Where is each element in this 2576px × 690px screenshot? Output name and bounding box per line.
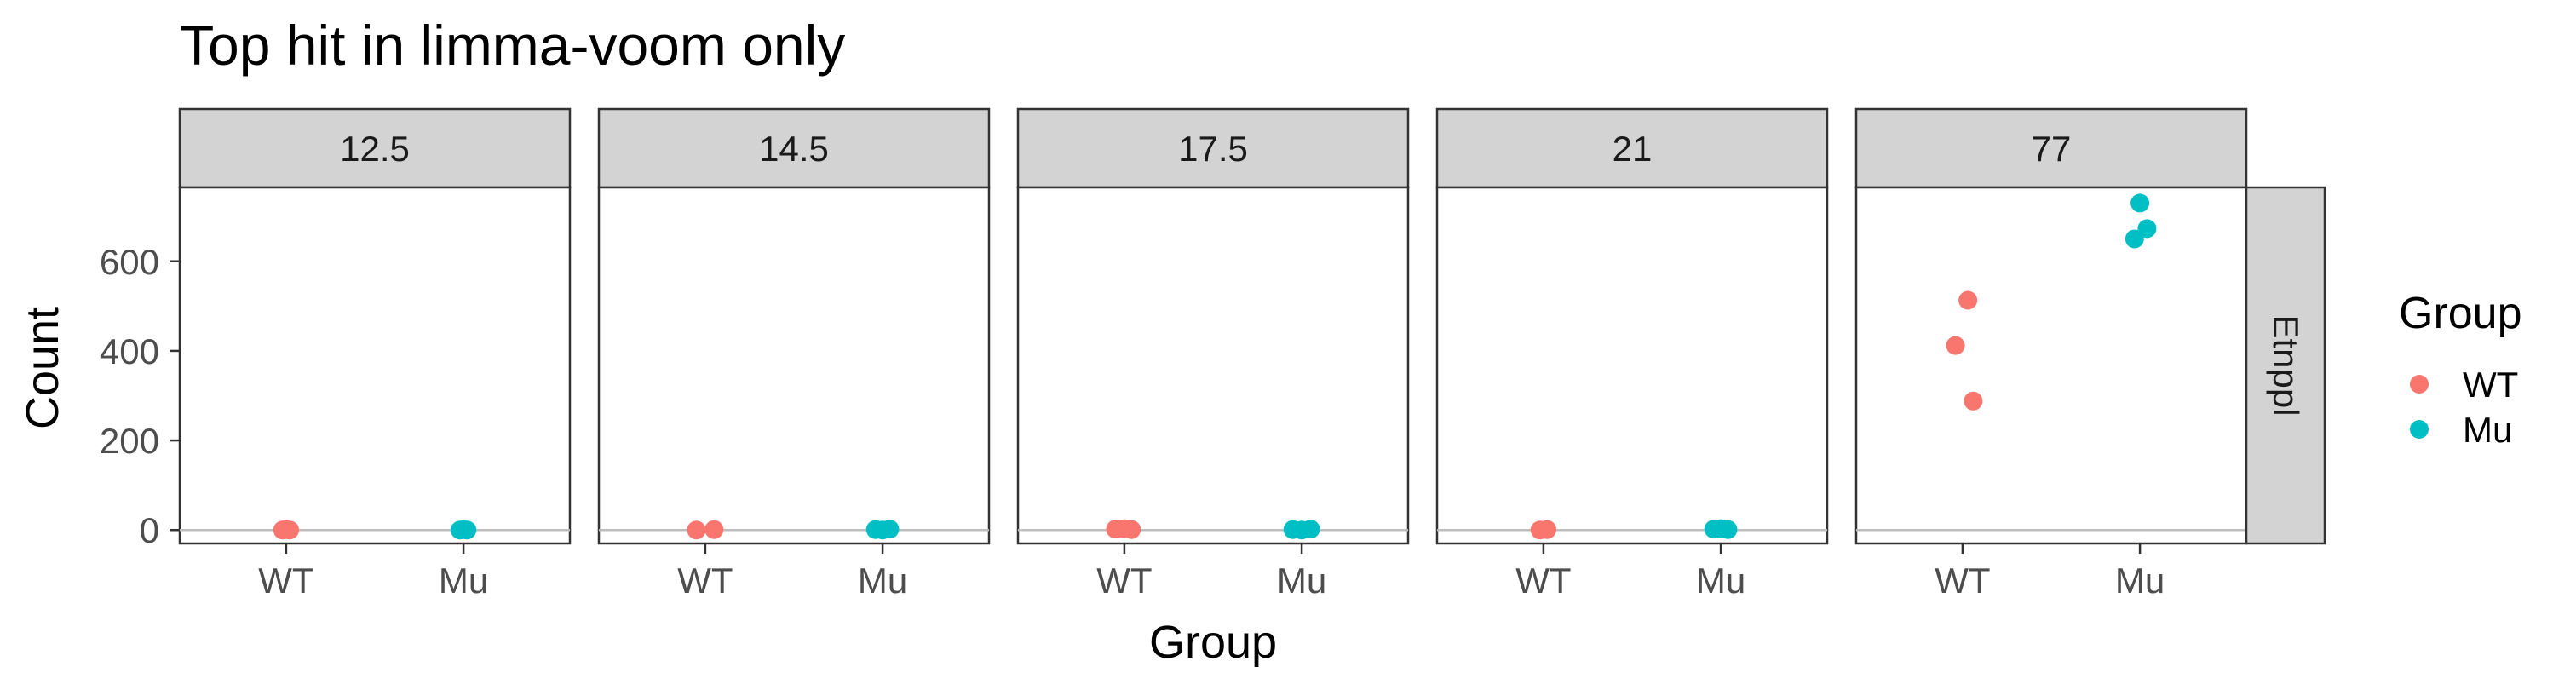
x-tick-label: Mu — [1277, 561, 1326, 601]
legend-title: Group — [2399, 289, 2522, 338]
legend-swatch-wt — [2410, 375, 2429, 394]
y-tick-label: 200 — [100, 421, 159, 461]
facet-panel — [597, 186, 991, 545]
facet-strip-label: 21 — [1613, 129, 1653, 169]
y-tick-label: 600 — [100, 242, 159, 282]
x-tick-label: Mu — [439, 561, 488, 601]
legend-label-mu: Mu — [2463, 410, 2512, 450]
data-point-wt — [1946, 336, 1965, 355]
row-strip — [2245, 186, 2326, 545]
row-strip-label: Etnppl — [2266, 314, 2306, 416]
x-tick-label: WT — [258, 561, 313, 601]
facet-strip — [1854, 107, 2248, 189]
data-point-mu — [2137, 219, 2157, 239]
facet-strip — [178, 107, 572, 189]
facet-strip-label: 77 — [2032, 129, 2072, 169]
data-point-wt — [1958, 290, 1978, 310]
facet-strip — [597, 107, 991, 189]
data-point-wt — [1122, 520, 1141, 539]
data-point-wt — [280, 520, 300, 540]
y-tick-label: 400 — [100, 331, 159, 371]
x-tick-label: Mu — [1696, 561, 1745, 601]
y-tick-label: 0 — [140, 510, 159, 550]
x-tick-label: WT — [1515, 561, 1571, 601]
data-point-mu — [2130, 193, 2150, 213]
facet-strip — [1435, 107, 1829, 189]
x-tick-label: Mu — [858, 561, 907, 601]
facet-panel — [178, 186, 572, 545]
data-point-wt — [1538, 520, 1557, 539]
data-point-wt — [704, 520, 724, 539]
chart-title: Top hit in limma-voom only — [180, 14, 845, 77]
facet-panel — [1854, 186, 2248, 545]
facet-strip-label: 12.5 — [340, 129, 410, 169]
x-tick-label: WT — [1935, 561, 1990, 601]
data-point-mu — [880, 520, 900, 539]
legend-label-wt: WT — [2463, 365, 2518, 405]
facet-panel — [1016, 186, 1410, 545]
data-point-wt — [687, 520, 706, 540]
x-axis-title: Group — [1149, 617, 1277, 668]
data-point-mu — [1301, 520, 1320, 539]
facet-strip-label: 17.5 — [1178, 129, 1248, 169]
data-point-mu — [2125, 229, 2144, 249]
facet-strip-label: 14.5 — [759, 129, 829, 169]
data-point-mu — [1718, 520, 1738, 539]
data-point-mu — [457, 520, 477, 540]
data-point-wt — [1964, 391, 1983, 411]
y-axis-title: Count — [17, 307, 68, 429]
facet-panel — [1435, 186, 1829, 545]
legend-swatch-mu — [2410, 420, 2429, 439]
x-tick-label: Mu — [2115, 561, 2165, 601]
x-tick-label: WT — [1096, 561, 1152, 601]
x-tick-label: WT — [677, 561, 733, 601]
